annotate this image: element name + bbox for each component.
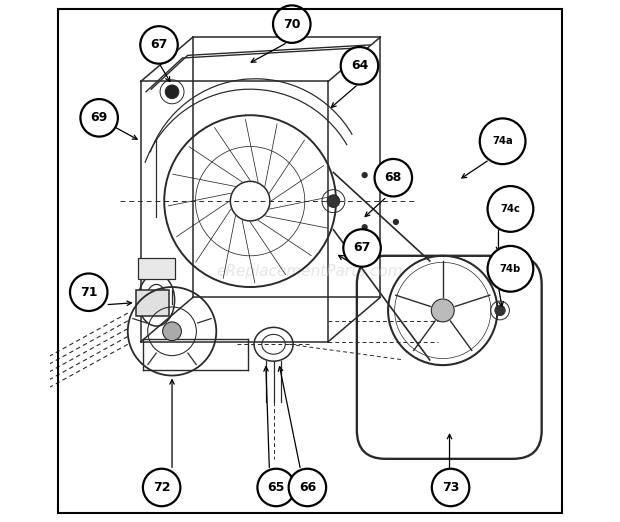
Circle shape bbox=[273, 5, 311, 43]
Circle shape bbox=[343, 229, 381, 267]
Circle shape bbox=[393, 219, 399, 225]
Text: 72: 72 bbox=[153, 481, 170, 494]
Text: 73: 73 bbox=[442, 481, 459, 494]
Circle shape bbox=[361, 172, 368, 178]
Circle shape bbox=[289, 469, 326, 506]
Circle shape bbox=[341, 47, 378, 85]
Text: 67: 67 bbox=[353, 242, 371, 255]
Circle shape bbox=[140, 26, 178, 64]
Text: 64: 64 bbox=[351, 60, 368, 72]
Circle shape bbox=[257, 469, 295, 506]
Text: 68: 68 bbox=[384, 171, 402, 184]
Text: eReplacementParts.com: eReplacementParts.com bbox=[216, 264, 404, 279]
Bar bbox=[138, 258, 175, 279]
Text: 69: 69 bbox=[91, 111, 108, 124]
Circle shape bbox=[393, 177, 399, 183]
Text: 74c: 74c bbox=[500, 204, 520, 214]
Text: 70: 70 bbox=[283, 18, 301, 31]
Circle shape bbox=[166, 85, 179, 99]
Circle shape bbox=[162, 322, 182, 341]
Circle shape bbox=[374, 159, 412, 196]
Circle shape bbox=[70, 274, 107, 311]
Text: 66: 66 bbox=[299, 481, 316, 494]
Circle shape bbox=[81, 99, 118, 137]
Bar bbox=[136, 290, 169, 316]
Circle shape bbox=[480, 118, 526, 164]
Text: 71: 71 bbox=[80, 286, 97, 299]
Text: 67: 67 bbox=[150, 39, 168, 52]
Circle shape bbox=[432, 299, 454, 322]
Text: 74b: 74b bbox=[500, 264, 521, 274]
Text: 74a: 74a bbox=[492, 136, 513, 146]
Circle shape bbox=[327, 195, 340, 207]
Circle shape bbox=[487, 246, 533, 292]
Circle shape bbox=[432, 469, 469, 506]
Circle shape bbox=[495, 305, 505, 316]
Circle shape bbox=[361, 224, 368, 230]
Circle shape bbox=[487, 186, 533, 232]
Text: 65: 65 bbox=[267, 481, 285, 494]
Circle shape bbox=[143, 469, 180, 506]
